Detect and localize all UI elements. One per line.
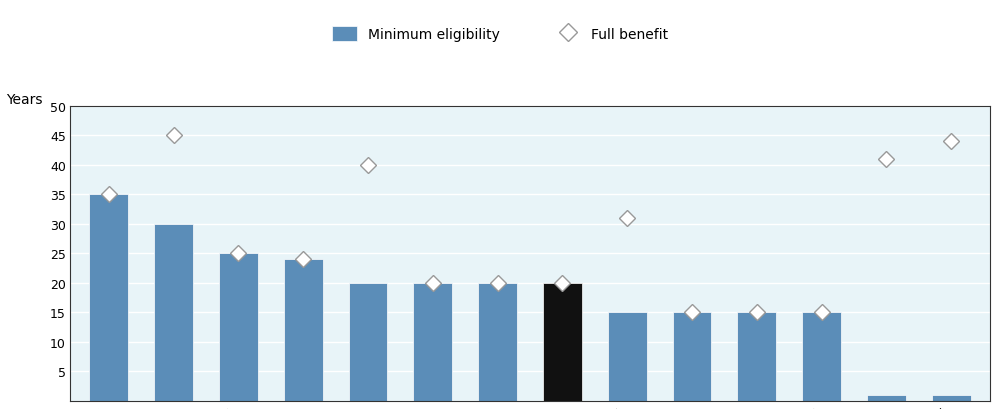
- Bar: [608, 312, 647, 401]
- Bar: [154, 224, 193, 401]
- Bar: [219, 254, 258, 401]
- Text: Years: Years: [6, 92, 42, 106]
- Bar: [89, 195, 128, 401]
- Bar: [932, 395, 971, 401]
- Bar: [867, 395, 906, 401]
- Bar: [802, 312, 841, 401]
- Bar: [478, 283, 517, 401]
- Bar: [543, 283, 582, 401]
- Legend: Minimum eligibility, Full benefit: Minimum eligibility, Full benefit: [326, 22, 674, 48]
- Bar: [673, 312, 711, 401]
- Bar: [737, 312, 776, 401]
- Bar: [284, 259, 323, 401]
- Bar: [413, 283, 452, 401]
- Bar: [349, 283, 387, 401]
